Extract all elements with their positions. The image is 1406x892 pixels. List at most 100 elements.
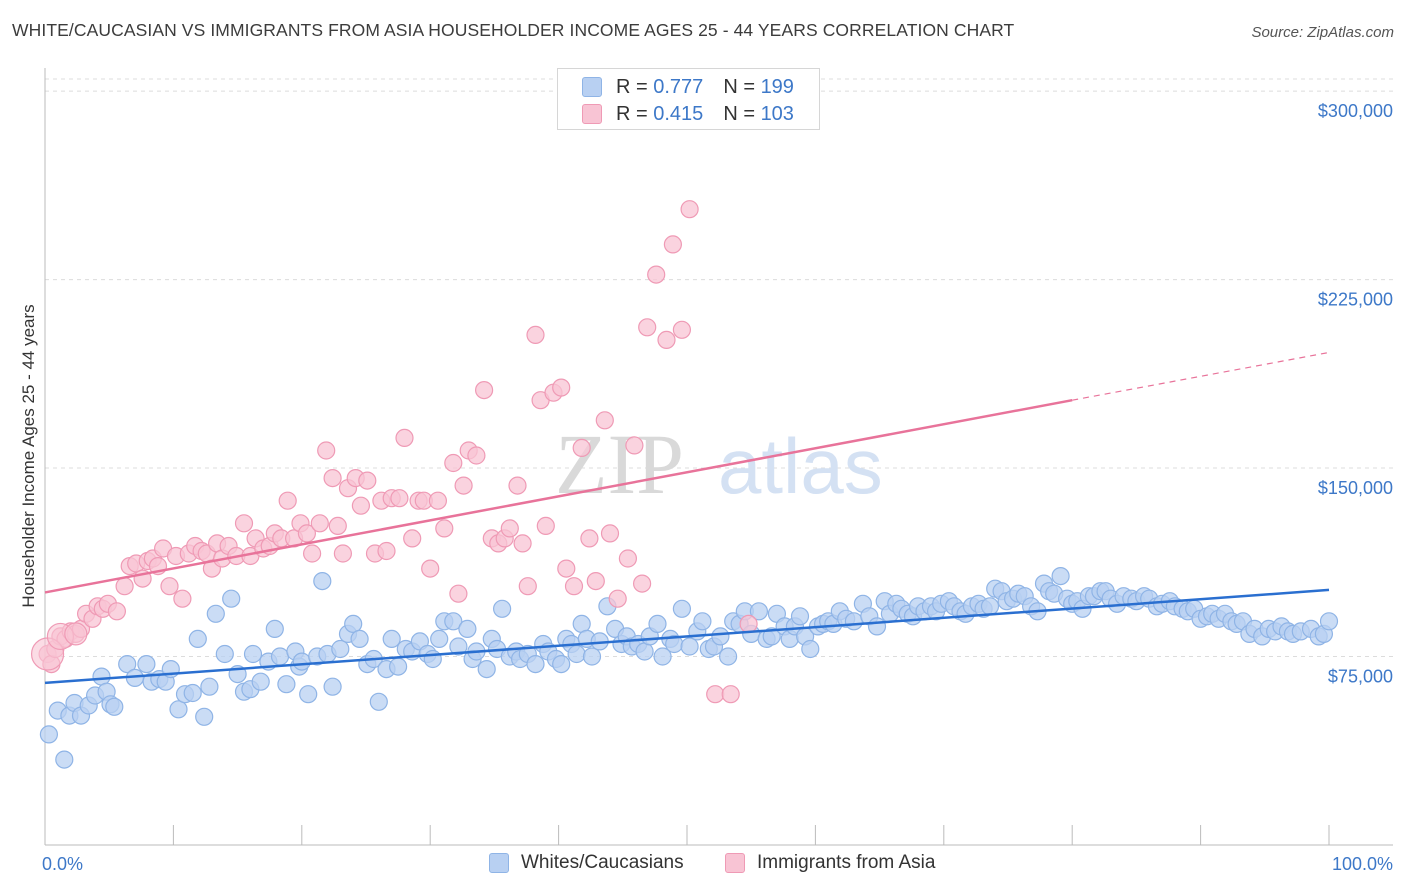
legend-n-value: 199 (760, 75, 794, 98)
point-whites (206, 604, 225, 623)
point-asia (536, 516, 555, 536)
point-whites (749, 602, 769, 621)
point-whites (331, 639, 350, 659)
point-whites (118, 654, 137, 674)
legend-r-label: R = (616, 102, 648, 125)
point-whites (200, 677, 219, 696)
x-tick-label: 0.0% (42, 854, 83, 874)
y-tick-label: $150,000 (1318, 478, 1393, 498)
point-whites (693, 612, 712, 631)
series-whites-points (39, 566, 1339, 769)
series-legend: Whites/Caucasians Immigrants from Asia (0, 852, 1406, 878)
legend-item-asia: Immigrants from Asia (725, 852, 935, 874)
point-whites (105, 697, 124, 716)
point-asia (739, 614, 758, 634)
point-asia (435, 519, 454, 538)
point-whites (92, 667, 111, 686)
point-asia (580, 529, 599, 548)
point-asia (323, 469, 342, 488)
point-asia (721, 685, 740, 704)
point-asia (160, 577, 179, 596)
point-whites (382, 629, 401, 649)
legend-r-label: R = (616, 75, 648, 98)
point-asia (500, 519, 519, 538)
point-whites (369, 692, 388, 711)
point-asia (390, 489, 409, 508)
point-asia (303, 544, 322, 563)
legend-r-value: 0.415 (653, 102, 704, 125)
y-tick-label: $75,000 (1328, 667, 1393, 687)
point-whites (526, 654, 545, 674)
point-whites (292, 652, 311, 671)
y-tick-label: $225,000 (1318, 290, 1393, 310)
point-asia (513, 534, 532, 553)
legend-swatch-asia (725, 853, 745, 873)
axes (44, 68, 1393, 846)
point-asia (618, 549, 638, 568)
point-whites (762, 627, 781, 646)
point-asia (377, 541, 396, 561)
point-asia (595, 411, 614, 430)
point-whites (313, 571, 332, 591)
point-whites (323, 677, 342, 696)
point-whites (458, 619, 477, 639)
point-asia (625, 436, 644, 455)
point-whites (477, 659, 496, 679)
x-tick-labels: 0.0% 100.0% (42, 854, 1393, 874)
point-whites (169, 700, 188, 719)
legend-swatch-whites (582, 77, 602, 97)
point-asia (586, 571, 605, 591)
point-whites (844, 612, 864, 631)
series-asia-points (30, 200, 758, 704)
point-asia (115, 577, 134, 596)
point-whites (449, 637, 468, 656)
y-tick-label: $300,000 (1318, 101, 1393, 121)
point-asia-cluster (64, 622, 88, 646)
point-whites (55, 750, 74, 769)
point-whites (648, 614, 667, 634)
point-whites (790, 607, 810, 626)
legend-label-whites: Whites/Caucasians (521, 852, 684, 873)
point-whites (277, 675, 296, 694)
point-whites (801, 639, 820, 659)
legend-row-whites: R = 0.777 N = 199 (582, 74, 794, 100)
point-whites (980, 597, 1000, 616)
point-whites (344, 614, 363, 634)
point-whites (270, 647, 290, 666)
point-asia (638, 318, 657, 337)
point-asia (395, 428, 414, 447)
source-label: Source: ZipAtlas.com (1251, 24, 1394, 41)
point-whites (444, 612, 463, 631)
point-whites (567, 644, 586, 664)
legend-label-asia: Immigrants from Asia (757, 852, 936, 873)
point-asia (526, 325, 545, 344)
point-whites (552, 654, 571, 674)
point-whites (195, 707, 214, 726)
trend-line-whites (44, 588, 1330, 685)
point-asia (107, 602, 127, 621)
point-asia (278, 491, 297, 510)
point-whites (1319, 612, 1339, 631)
point-asia (608, 589, 627, 608)
legend-swatch-asia (582, 104, 602, 124)
point-whites (423, 649, 442, 669)
point-whites (718, 647, 738, 666)
point-whites (635, 642, 654, 661)
trend-line-asia (44, 398, 1073, 594)
legend-row-asia: R = 0.415 N = 103 (582, 101, 794, 127)
point-whites (251, 672, 270, 691)
point-whites (39, 725, 59, 744)
point-asia (600, 524, 620, 543)
point-whites (350, 629, 369, 649)
point-asia (351, 496, 370, 515)
point-asia (333, 544, 352, 563)
y-axis-label: Householder Income Ages 25 - 44 years (19, 304, 38, 607)
point-asia (657, 330, 676, 349)
watermark-zip: ZIP (555, 416, 684, 512)
point-whites (215, 644, 234, 664)
point-asia (428, 491, 447, 510)
point-asia (680, 200, 699, 219)
point-asia (297, 524, 316, 543)
point-asia (557, 559, 576, 578)
